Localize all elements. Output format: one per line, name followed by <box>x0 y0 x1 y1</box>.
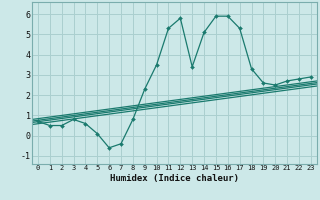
X-axis label: Humidex (Indice chaleur): Humidex (Indice chaleur) <box>110 174 239 183</box>
